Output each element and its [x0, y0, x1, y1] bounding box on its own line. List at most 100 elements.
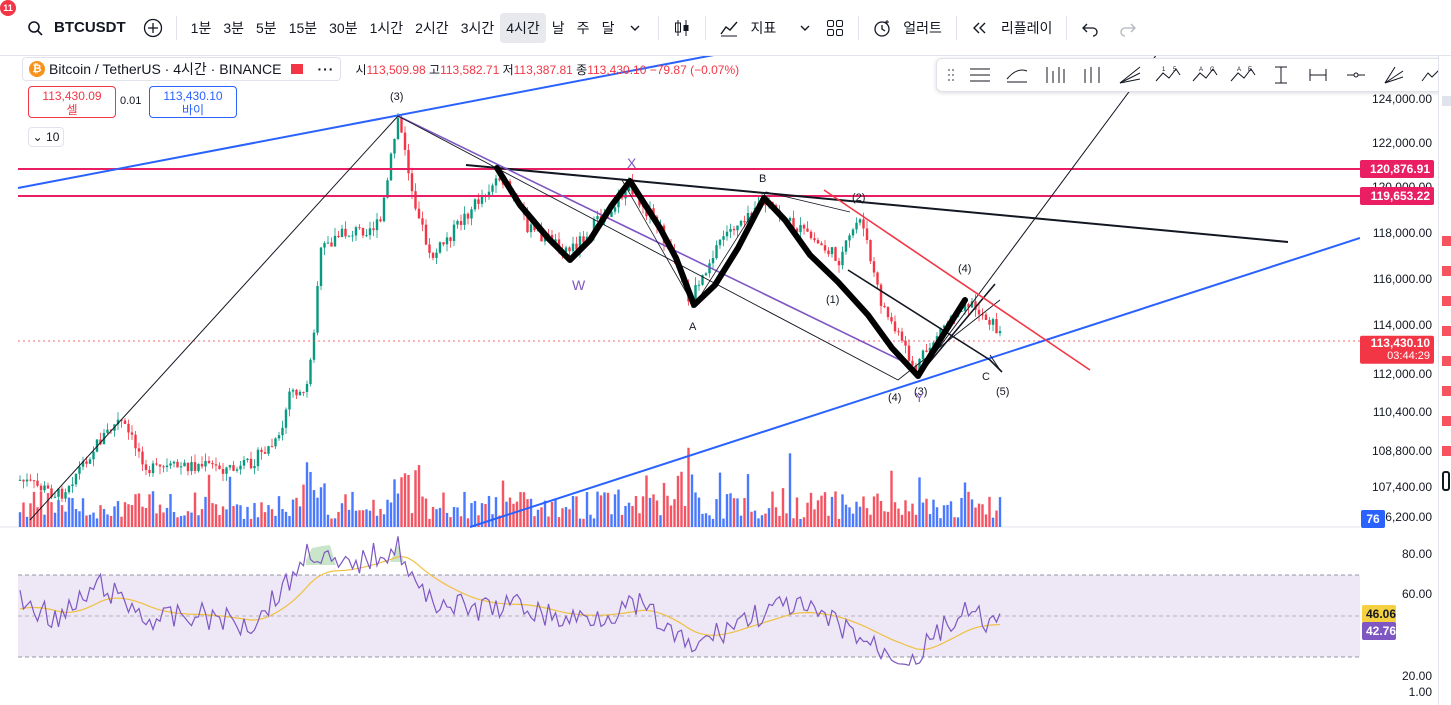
wave-abc-thin[interactable]	[621, 179, 851, 307]
volume-bar	[613, 494, 617, 527]
descending-resistance-line[interactable]	[465, 164, 1289, 243]
alert-button[interactable]: 얼러트	[903, 19, 942, 36]
candle-body	[235, 469, 239, 471]
wave-5-line[interactable]	[847, 269, 1003, 373]
drag-handle-icon[interactable]	[941, 60, 961, 90]
volume-bar	[925, 498, 928, 527]
candle-body	[344, 228, 347, 237]
chevron-down-icon[interactable]	[620, 13, 650, 43]
horizontal-ray-icon[interactable]	[1337, 60, 1375, 90]
symbol-legend[interactable]: ₿ Bitcoin / TetherUS · 4시간 · BINANCE ···	[22, 57, 342, 81]
candle-body	[141, 451, 144, 465]
volume-bar	[403, 473, 407, 527]
projection-line[interactable]	[917, 56, 1160, 377]
volume-bar	[977, 503, 981, 527]
candle-body	[578, 236, 582, 250]
gann-fan-icon[interactable]	[1375, 60, 1413, 90]
chevron-down-icon: ⌄	[32, 130, 43, 144]
volume-bar	[543, 500, 547, 527]
timeframe-30m[interactable]: 30분	[329, 19, 358, 36]
buy-button[interactable]: 113,430.10 바이	[149, 86, 237, 118]
volume-bar	[827, 515, 830, 527]
timeframe-4h[interactable]: 4시간	[500, 12, 546, 43]
volume-bar	[64, 511, 67, 527]
sell-button[interactable]: 113,430.09 셀	[28, 86, 116, 118]
trend-angle-icon[interactable]	[1412, 60, 1450, 90]
date-range-icon[interactable]	[1299, 60, 1337, 90]
candle-body	[620, 196, 624, 199]
pitchfork-icon[interactable]	[1036, 60, 1074, 90]
replay-button[interactable]: 리플레이	[1000, 19, 1053, 36]
timeframe-5m[interactable]: 5분	[256, 19, 277, 36]
price-tick: 116,000.00	[1372, 272, 1432, 286]
lower-trendline[interactable]	[469, 237, 1360, 528]
timeframe-1h[interactable]: 1시간	[369, 19, 404, 36]
volume-bar	[218, 515, 221, 527]
symbol-search-button[interactable]: BTCUSDT	[54, 18, 126, 36]
timeframe-day[interactable]: 날	[551, 19, 565, 36]
chart-canvas[interactable]: (3) X W A B C (2) (1) (4) (3) Y (4) (5)	[0, 56, 1360, 705]
more-options-icon[interactable]: ···	[317, 61, 335, 77]
notification-badge[interactable]: 11	[0, 0, 16, 16]
toolbar-divider	[955, 15, 957, 40]
timeframe-3m[interactable]: 3분	[223, 19, 245, 36]
purple-channel-line[interactable]	[397, 115, 901, 361]
chevron-down-icon[interactable]	[790, 13, 820, 43]
timeframe-15m[interactable]: 15분	[288, 19, 318, 36]
volume-bar	[960, 497, 963, 527]
flat-top-bottom-icon[interactable]	[998, 60, 1036, 90]
schiff-pitchfork-icon[interactable]	[1074, 60, 1112, 90]
price-axis[interactable]: 124,000.00 122,000.00 120,000.00 118,000…	[1360, 56, 1438, 528]
timeframe-1m[interactable]: 1분	[190, 19, 212, 36]
red-downtrend-line[interactable]	[823, 189, 1091, 371]
price-tick: 114,000.00	[1372, 318, 1432, 332]
undo-icon[interactable]	[1075, 13, 1105, 43]
volume-bar	[134, 494, 137, 527]
wave-channel[interactable]	[397, 115, 1001, 381]
layout-grid-icon[interactable]	[820, 13, 850, 43]
volume-bar	[116, 501, 120, 527]
indicators-collapse-button[interactable]: ⌄ 10	[28, 127, 64, 147]
candle-body	[459, 220, 463, 225]
parallel-channel-icon[interactable]	[961, 60, 999, 90]
volume-bar	[120, 516, 123, 527]
volume-bar	[935, 507, 939, 527]
alert-clock-icon[interactable]	[867, 13, 897, 43]
candle-body	[358, 227, 361, 229]
toolbar-divider	[705, 15, 707, 40]
search-icon[interactable]	[20, 13, 50, 43]
candle-body	[29, 479, 32, 481]
svg-text:A: A	[1199, 67, 1203, 73]
timeframe-2h[interactable]: 2시간	[415, 19, 449, 36]
redo-icon[interactable]	[1113, 13, 1143, 43]
rsi-axis[interactable]: 80.00 60.00 20.00 1.00 46.06 42.76	[1360, 528, 1438, 705]
price-tag-upper-line: 120,876.91	[1360, 160, 1434, 178]
flag-icon[interactable]	[291, 64, 304, 74]
upper-trendline[interactable]	[17, 56, 740, 189]
price-tick: 110,400.00	[1372, 405, 1432, 419]
volume-bar	[697, 497, 701, 527]
candle-body	[904, 340, 907, 346]
fan-icon[interactable]	[1111, 60, 1149, 90]
indicators-button[interactable]: 지표	[750, 19, 777, 36]
replay-icon[interactable]	[965, 13, 995, 43]
indicators-icon[interactable]	[714, 13, 744, 43]
price-range-icon[interactable]	[1262, 60, 1300, 90]
timeframe-3h[interactable]: 3시간	[460, 19, 495, 36]
volume-bar	[106, 514, 109, 527]
candle-body	[109, 429, 113, 431]
impulse-line[interactable]	[29, 115, 399, 521]
volume-bar	[655, 500, 659, 527]
volume-bar	[400, 477, 403, 527]
candle-type-icon[interactable]	[667, 13, 697, 43]
timeframe-week[interactable]: 주	[576, 19, 590, 36]
candle-body	[736, 225, 739, 231]
volume-bar	[494, 497, 498, 527]
timeframe-month[interactable]: 달	[601, 19, 615, 36]
rsi-tick: 1.00	[1408, 685, 1432, 699]
wxy-wave-path[interactable]	[494, 165, 968, 379]
compare-symbol-add-icon[interactable]	[138, 13, 168, 43]
